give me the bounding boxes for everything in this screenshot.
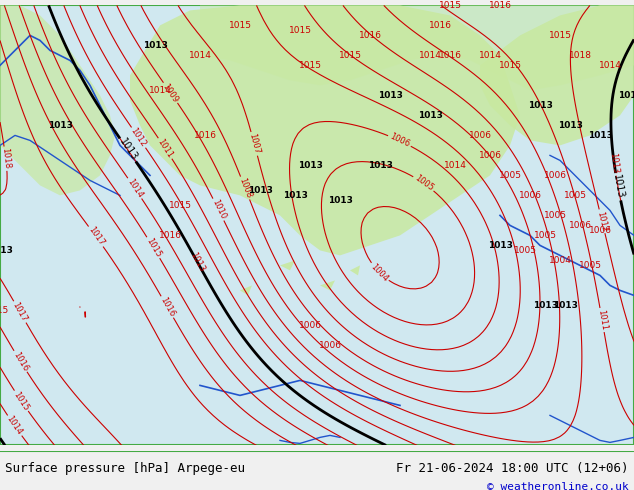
Text: 1013: 1013 <box>609 152 620 174</box>
Text: 1004: 1004 <box>548 256 571 265</box>
Text: 1015: 1015 <box>339 51 361 60</box>
Polygon shape <box>200 5 634 90</box>
Text: 1014: 1014 <box>479 51 501 60</box>
Text: 1016: 1016 <box>489 1 512 10</box>
Text: 1013: 1013 <box>533 301 557 310</box>
Text: 1005: 1005 <box>564 191 586 200</box>
Text: 1013: 1013 <box>588 131 612 140</box>
Text: 1014: 1014 <box>125 177 145 199</box>
Text: 1015: 1015 <box>169 201 191 210</box>
Text: 1008: 1008 <box>237 176 253 199</box>
Text: 1006: 1006 <box>543 171 567 180</box>
Text: 1010: 1010 <box>210 198 227 221</box>
Text: 1013: 1013 <box>488 241 512 250</box>
Text: 1007: 1007 <box>247 132 261 155</box>
Text: 1013: 1013 <box>618 91 634 100</box>
Text: 1015: 1015 <box>299 61 321 70</box>
Text: 1013: 1013 <box>368 161 392 170</box>
Text: 1016: 1016 <box>358 31 382 40</box>
Text: 1016: 1016 <box>429 21 451 30</box>
Polygon shape <box>320 280 335 291</box>
Text: 1006: 1006 <box>588 226 612 235</box>
Text: 1018: 1018 <box>0 147 11 170</box>
Text: 1013: 1013 <box>143 41 167 50</box>
Text: 1006: 1006 <box>519 191 541 200</box>
Text: 1006: 1006 <box>569 221 592 230</box>
Text: 1013: 1013 <box>247 186 273 195</box>
Text: 1004: 1004 <box>369 262 390 283</box>
Text: 1015: 1015 <box>228 21 252 30</box>
Text: 1013: 1013 <box>553 301 578 310</box>
Text: 1015: 1015 <box>11 390 30 412</box>
Polygon shape <box>280 260 295 270</box>
Text: 1013: 1013 <box>328 196 353 205</box>
Text: 1016: 1016 <box>158 231 181 240</box>
Text: 1011: 1011 <box>596 309 608 331</box>
Text: 1017: 1017 <box>86 225 106 248</box>
Text: 1014: 1014 <box>418 51 441 60</box>
Text: 1005: 1005 <box>578 261 602 270</box>
Text: 1006: 1006 <box>479 151 501 160</box>
Text: Fr 21-06-2024 18:00 UTC (12+06): Fr 21-06-2024 18:00 UTC (12+06) <box>396 462 629 475</box>
Text: 1005: 1005 <box>413 173 435 193</box>
Text: 1017: 1017 <box>11 300 29 323</box>
Text: 1006: 1006 <box>469 131 491 140</box>
Text: 1014: 1014 <box>444 161 467 170</box>
Text: 1016: 1016 <box>158 295 176 318</box>
Text: 1005: 1005 <box>498 171 522 180</box>
Text: 1009: 1009 <box>161 81 180 104</box>
Text: 1013: 1013 <box>117 137 139 163</box>
Text: 1012: 1012 <box>595 210 609 233</box>
Text: 1006: 1006 <box>388 132 411 149</box>
Text: 1014: 1014 <box>598 61 621 70</box>
Polygon shape <box>0 5 115 196</box>
Text: 1015: 1015 <box>498 61 522 70</box>
Text: 1014: 1014 <box>5 415 24 437</box>
Text: 1013: 1013 <box>48 121 72 130</box>
Text: 1013: 1013 <box>283 191 307 200</box>
Text: 1013: 1013 <box>611 174 625 200</box>
Text: 1014: 1014 <box>148 86 171 95</box>
Text: © weatheronline.co.uk: © weatheronline.co.uk <box>488 482 629 490</box>
Text: 1013: 1013 <box>418 111 443 120</box>
Text: 1013: 1013 <box>378 91 403 100</box>
Text: 1013: 1013 <box>188 250 206 273</box>
Text: 1013: 1013 <box>527 101 552 110</box>
Polygon shape <box>240 285 252 295</box>
Text: 1016: 1016 <box>193 131 216 140</box>
Text: 015: 015 <box>0 306 9 315</box>
Polygon shape <box>350 266 360 275</box>
Text: 1013: 1013 <box>0 246 13 255</box>
Text: 1015: 1015 <box>144 236 162 259</box>
Polygon shape <box>130 5 520 255</box>
Text: 1006: 1006 <box>299 321 321 330</box>
Text: 1015: 1015 <box>548 31 571 40</box>
Text: 1013: 1013 <box>557 121 583 130</box>
Text: 1014: 1014 <box>188 51 211 60</box>
Text: 1006: 1006 <box>318 341 342 350</box>
Text: 1015: 1015 <box>288 26 311 35</box>
Text: 1018: 1018 <box>569 51 592 60</box>
Text: 1016: 1016 <box>11 350 30 373</box>
Text: 1005: 1005 <box>543 211 567 220</box>
Text: 1011: 1011 <box>156 137 174 160</box>
Polygon shape <box>480 5 634 146</box>
Text: 1005: 1005 <box>533 231 557 240</box>
Text: Surface pressure [hPa] Arpege-eu: Surface pressure [hPa] Arpege-eu <box>5 462 245 475</box>
Text: 1016: 1016 <box>439 51 462 60</box>
Text: 1012: 1012 <box>129 126 148 149</box>
Text: 1005: 1005 <box>514 246 536 255</box>
Text: 1015: 1015 <box>439 1 462 10</box>
Text: 1013: 1013 <box>297 161 323 170</box>
